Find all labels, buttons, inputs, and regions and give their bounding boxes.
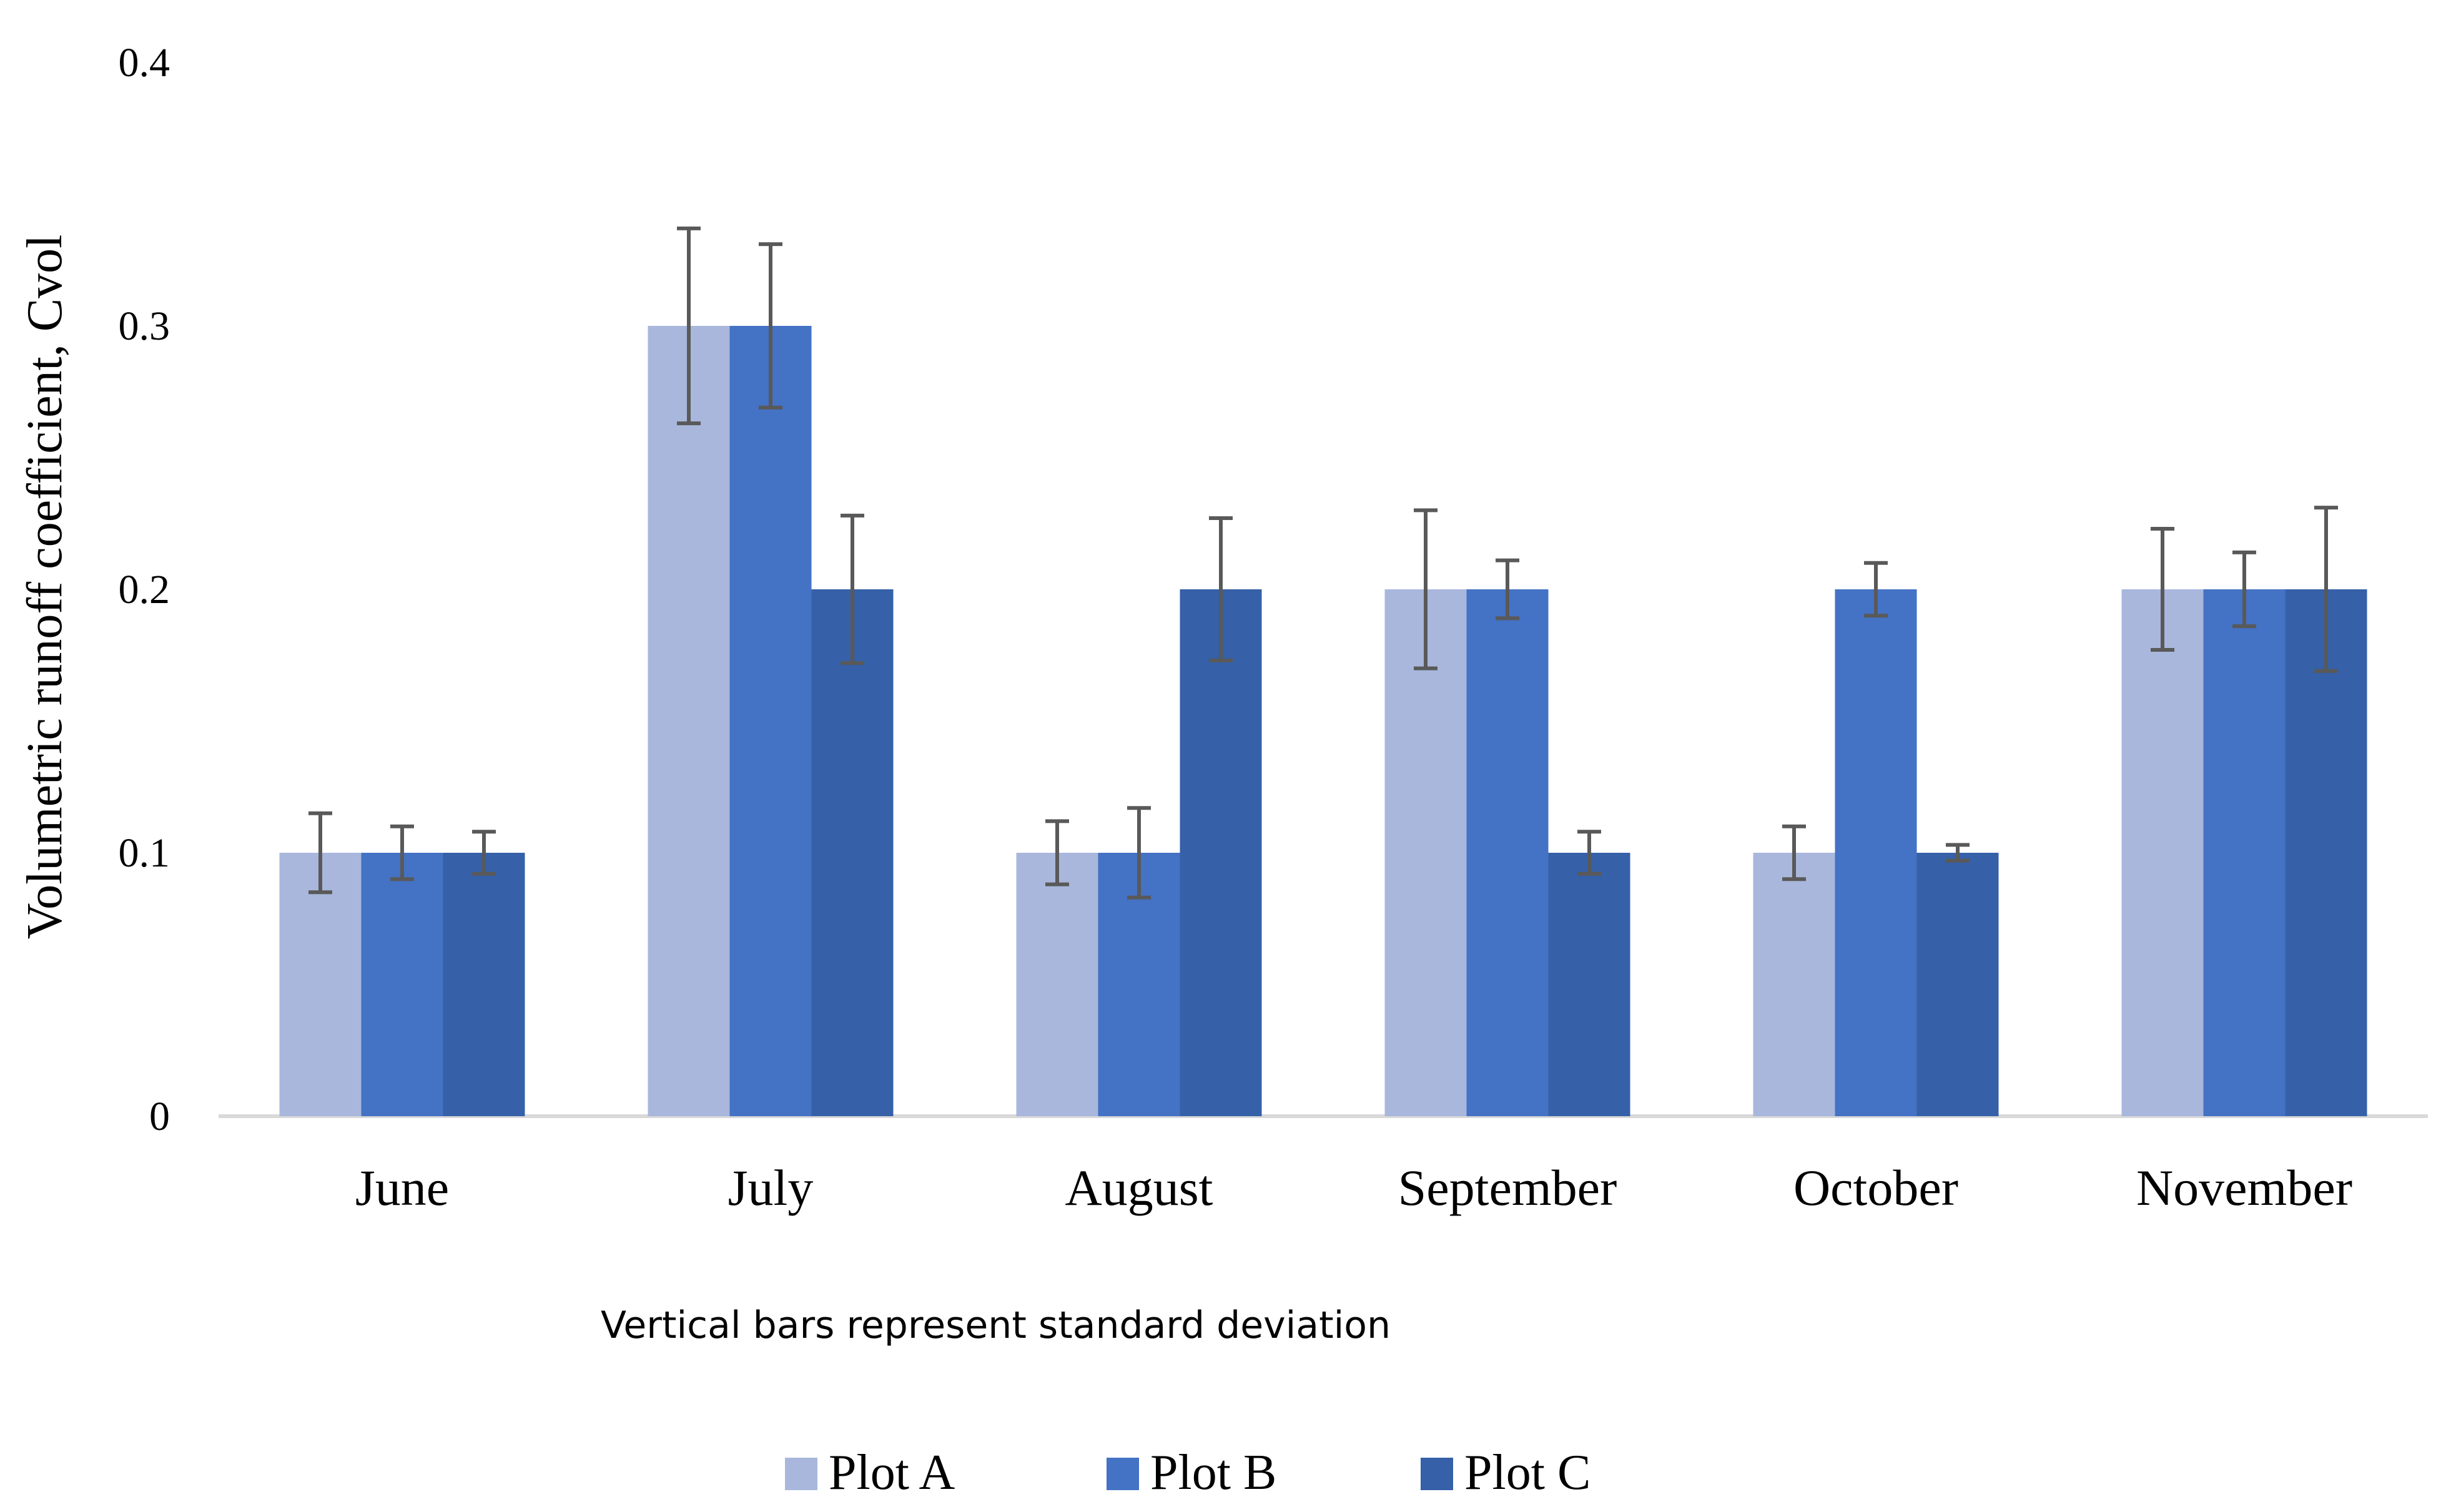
error-bar-plot-a-july: [677, 226, 701, 426]
bars: [279, 326, 2367, 1116]
error-bar-plot-c-november: [2314, 506, 2338, 673]
error-bars: [308, 226, 2338, 900]
legend-swatch: [1421, 1458, 1453, 1490]
x-tick-label: June: [355, 1159, 449, 1216]
legend-swatch: [1107, 1458, 1139, 1490]
error-bar-plot-a-october: [1782, 824, 1806, 881]
std-dev-note: Vertical bars represent standard deviati…: [601, 1303, 1391, 1347]
bar-plot-a-october: [1753, 853, 1835, 1116]
legend-swatch: [785, 1458, 817, 1490]
bar-plot-c-september: [1548, 853, 1630, 1116]
error-bar-plot-c-july: [841, 513, 864, 665]
y-tick-label: 0: [149, 1094, 170, 1139]
bar-plot-a-june: [279, 853, 362, 1116]
bar-plot-c-november: [2285, 589, 2367, 1116]
bar-plot-a-july: [648, 326, 730, 1116]
error-bar-plot-c-august: [1209, 516, 1233, 662]
bar-plot-a-september: [1384, 589, 1467, 1116]
error-bar-plot-c-october: [1946, 843, 1970, 863]
bar-plot-b-october: [1835, 589, 1917, 1116]
x-tick-label: August: [1065, 1159, 1213, 1216]
error-bar-plot-b-september: [1496, 558, 1519, 621]
error-bar-plot-b-october: [1864, 561, 1888, 618]
error-bar-plot-c-september: [1577, 830, 1601, 876]
x-tick-label: September: [1398, 1159, 1617, 1216]
bar-plot-c-july: [811, 589, 894, 1116]
y-tick-label: 0.3: [119, 303, 170, 349]
x-tick-label: October: [1793, 1159, 1958, 1216]
error-bar-plot-b-august: [1127, 806, 1151, 900]
legend-item-plot-a: Plot A: [785, 1445, 955, 1500]
legend-item-plot-b: Plot B: [1107, 1445, 1276, 1500]
error-bar-plot-a-june: [308, 811, 332, 895]
y-tick-label: 0.4: [119, 40, 170, 86]
x-tick-label: July: [728, 1159, 814, 1216]
bar-plot-c-october: [1916, 853, 1999, 1116]
y-tick-labels: 0 0.1 0.2 0.3 0.4: [119, 40, 170, 1139]
y-tick-label: 0.1: [119, 830, 170, 876]
bar-plot-b-september: [1466, 589, 1549, 1116]
legend-label: Plot B: [1150, 1445, 1276, 1500]
x-tick-label: November: [2136, 1159, 2352, 1216]
error-bar-plot-a-september: [1414, 508, 1438, 670]
legend-label: Plot C: [1464, 1445, 1590, 1500]
bar-plot-b-july: [729, 326, 812, 1116]
y-axis-title-group: Volumetric runoff coefficient, Cvol: [17, 235, 72, 940]
error-bar-plot-a-august: [1045, 819, 1069, 886]
bar-plot-a-august: [1016, 853, 1098, 1116]
bar-plot-c-june: [443, 853, 525, 1116]
bar-plot-a-november: [2121, 589, 2204, 1116]
error-bar-plot-a-november: [2151, 526, 2174, 652]
error-bar-plot-b-june: [390, 824, 414, 881]
legend-item-plot-c: Plot C: [1421, 1445, 1590, 1500]
legend: Plot A Plot B Plot C: [785, 1445, 1590, 1500]
legend-label: Plot A: [829, 1445, 955, 1500]
x-tick-labels: June July August September October November: [355, 1159, 2352, 1216]
error-bar-plot-c-june: [472, 830, 496, 876]
y-axis-title: Volumetric runoff coefficient, Cvol: [17, 235, 72, 940]
bar-plot-c-august: [1180, 589, 1262, 1116]
y-tick-label: 0.2: [119, 567, 170, 612]
bar-plot-b-june: [361, 853, 443, 1116]
error-bar-plot-b-november: [2232, 550, 2256, 629]
bar-plot-b-november: [2203, 589, 2286, 1116]
error-bar-plot-b-july: [759, 242, 782, 410]
